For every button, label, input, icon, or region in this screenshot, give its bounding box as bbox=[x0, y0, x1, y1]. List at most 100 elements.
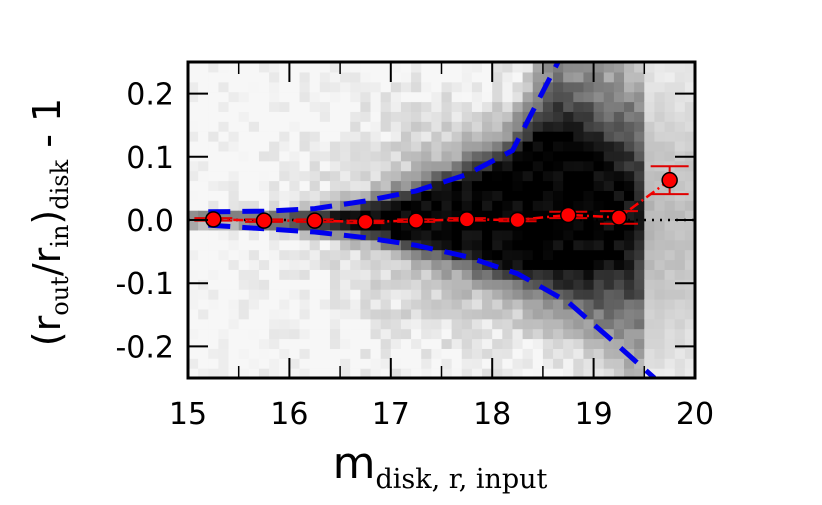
density-cell bbox=[684, 131, 696, 142]
density-cell bbox=[664, 210, 676, 221]
density-cell bbox=[370, 289, 382, 300]
density-cell bbox=[654, 269, 666, 280]
density-cell bbox=[613, 71, 625, 83]
density-cell bbox=[360, 160, 372, 172]
density-cell bbox=[431, 358, 443, 369]
density-cell bbox=[248, 229, 260, 241]
density-cell bbox=[532, 318, 544, 330]
density-cell bbox=[593, 180, 605, 191]
density-cell bbox=[258, 121, 270, 132]
density-cell bbox=[684, 160, 696, 172]
density-cell bbox=[421, 289, 432, 300]
density-cell bbox=[593, 220, 605, 231]
density-cell bbox=[664, 239, 676, 251]
density-cell bbox=[482, 62, 493, 73]
density-cell bbox=[400, 338, 412, 349]
density-cell bbox=[390, 160, 402, 172]
density-cell bbox=[654, 91, 666, 103]
density-cell bbox=[654, 259, 666, 270]
density-cell bbox=[492, 318, 503, 330]
density-cell bbox=[279, 338, 290, 349]
density-cell bbox=[370, 81, 382, 93]
density-cell bbox=[319, 180, 331, 191]
density-cell bbox=[188, 210, 199, 221]
density-cell bbox=[664, 111, 676, 122]
density-cell bbox=[603, 249, 615, 261]
y-tick-label: -0.1 bbox=[115, 267, 174, 302]
density-cell bbox=[634, 121, 645, 132]
density-cell bbox=[553, 170, 564, 182]
density-cell bbox=[573, 368, 585, 379]
density-cell bbox=[542, 91, 554, 103]
density-cell bbox=[390, 229, 402, 241]
density-cell bbox=[684, 348, 696, 359]
density-cell bbox=[218, 289, 230, 300]
density-cell bbox=[502, 81, 514, 93]
density-cell bbox=[502, 338, 514, 349]
density-cell bbox=[208, 131, 220, 142]
density-cell bbox=[583, 289, 595, 300]
density-cell bbox=[248, 160, 260, 172]
density-cell bbox=[289, 269, 301, 280]
density-cell bbox=[502, 328, 514, 340]
density-cell bbox=[319, 121, 331, 132]
density-cell bbox=[299, 170, 311, 182]
density-cell bbox=[583, 299, 595, 310]
density-cell bbox=[684, 170, 696, 182]
density-cell bbox=[279, 259, 290, 270]
density-cell bbox=[319, 160, 331, 172]
density-cell bbox=[208, 141, 220, 152]
density-cell bbox=[208, 91, 220, 103]
density-cell bbox=[654, 131, 666, 142]
density-cell bbox=[684, 279, 696, 290]
density-cell bbox=[360, 318, 372, 330]
density-cell bbox=[634, 210, 645, 221]
density-cell bbox=[542, 338, 554, 349]
density-cell bbox=[451, 239, 463, 251]
density-cell bbox=[441, 328, 453, 340]
density-cell bbox=[563, 279, 574, 290]
y-axis-slash: /r bbox=[25, 247, 69, 276]
density-cell bbox=[461, 170, 473, 182]
density-cell bbox=[674, 358, 686, 369]
density-cell bbox=[542, 200, 554, 211]
density-cell bbox=[198, 210, 209, 221]
density-cell bbox=[502, 249, 514, 261]
density-cell bbox=[319, 269, 331, 280]
density-cell bbox=[248, 368, 260, 379]
density-cell bbox=[634, 180, 645, 191]
density-cell bbox=[279, 190, 290, 201]
density-cell bbox=[583, 220, 595, 231]
density-cell bbox=[522, 62, 534, 73]
density-cell bbox=[431, 101, 443, 112]
density-cell bbox=[269, 141, 280, 152]
density-cell bbox=[461, 348, 473, 359]
density-cell bbox=[329, 279, 341, 290]
density-cell bbox=[400, 71, 412, 83]
density-cell bbox=[471, 141, 483, 152]
density-cell bbox=[390, 62, 402, 73]
density-cell bbox=[654, 210, 666, 221]
density-cell bbox=[613, 200, 625, 211]
density-cell bbox=[299, 289, 311, 300]
density-cell bbox=[512, 299, 524, 310]
density-cell bbox=[350, 279, 361, 290]
density-cell bbox=[198, 358, 209, 369]
density-cell bbox=[583, 111, 595, 122]
density-cell bbox=[461, 279, 473, 290]
density-cell bbox=[218, 348, 230, 359]
density-cell bbox=[583, 180, 595, 191]
density-cell bbox=[482, 269, 493, 280]
density-cell bbox=[340, 91, 351, 103]
density-cell bbox=[431, 269, 443, 280]
density-cell bbox=[482, 200, 493, 211]
density-cell bbox=[553, 259, 564, 270]
density-cell bbox=[340, 269, 351, 280]
density-cell bbox=[613, 259, 625, 270]
density-cell bbox=[258, 200, 270, 211]
density-cell bbox=[319, 170, 331, 182]
density-cell bbox=[684, 358, 696, 369]
density-cell bbox=[583, 101, 595, 112]
density-cell bbox=[461, 62, 473, 73]
density-cell bbox=[542, 229, 554, 241]
